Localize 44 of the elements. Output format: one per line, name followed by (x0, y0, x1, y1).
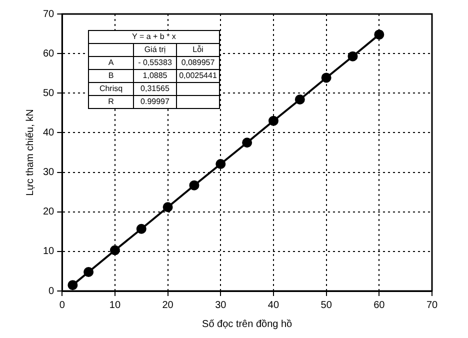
x-tick-label: 30 (215, 300, 227, 311)
point (110, 245, 120, 256)
point (136, 224, 146, 234)
annotation: A (88, 56, 134, 70)
point (162, 202, 173, 212)
y-tick-label: 20 (43, 206, 55, 218)
annotation: B (88, 70, 134, 82)
point (242, 138, 252, 148)
annotation: Lỗi (176, 44, 220, 56)
x-tick-label: 0 (59, 300, 66, 311)
annotation: Chrisq (88, 82, 134, 96)
x-tick-label: 60 (374, 300, 386, 311)
y-tick-label: 40 (43, 127, 55, 138)
y-tick-label: 0 (48, 286, 55, 297)
annotation: 1,0885 (134, 70, 176, 82)
point (348, 51, 358, 62)
annotation: Y = a + b * x (88, 30, 220, 44)
annotation: - 0,55383 (134, 56, 176, 70)
y-tick-label: 30 (43, 167, 55, 178)
annotation: 0.99997 (134, 96, 176, 108)
point (68, 280, 78, 290)
annotation: 0,0025441 (176, 70, 220, 82)
annotation: R (88, 96, 134, 108)
x-tick-label: 10 (109, 300, 121, 311)
x-tick-label: 50 (320, 300, 332, 311)
y-axis-title: Lực tham chiếu, kN (24, 109, 36, 196)
y-tick-label: 10 (43, 246, 55, 258)
point (374, 30, 384, 40)
annotation: Giá trị (134, 44, 176, 56)
point (321, 72, 332, 83)
annotation: 0,089957 (176, 56, 220, 70)
y-tick-label: 70 (43, 8, 55, 20)
point (268, 116, 278, 126)
x-tick-label: 70 (426, 300, 438, 311)
point (189, 180, 200, 190)
y-tick-label: 60 (43, 48, 55, 60)
x-tick-label: 20 (162, 300, 174, 311)
y-tick-label: 50 (43, 88, 55, 99)
point (294, 94, 305, 104)
x-tick-label: 40 (268, 300, 280, 311)
annotation: 0,31565 (134, 82, 176, 96)
point (84, 267, 94, 278)
point (216, 158, 226, 169)
x-axis-title: Số đọc trên đồng hồ (202, 318, 293, 330)
